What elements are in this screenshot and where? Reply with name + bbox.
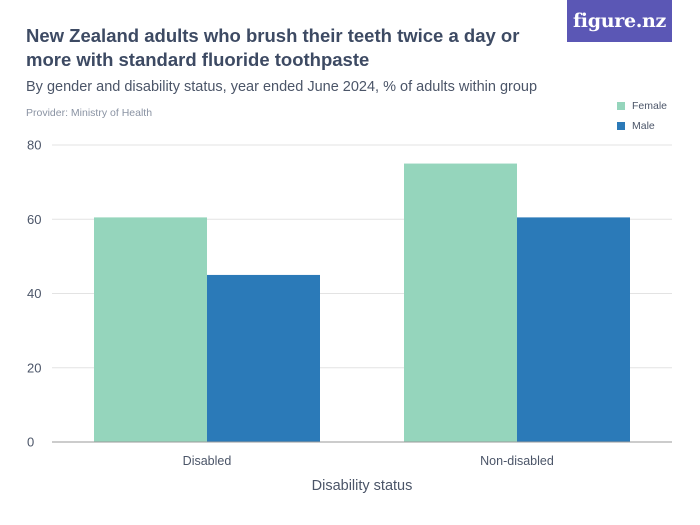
legend-item-female: Female: [617, 96, 667, 116]
x-category-label-0: Disabled: [183, 454, 232, 468]
y-tick-label-80: 80: [27, 138, 41, 153]
bar-female-non-disabled: [404, 163, 517, 442]
x-axis-categories: Disabled Non-disabled: [183, 454, 554, 468]
bar-male-disabled: [207, 274, 320, 442]
x-axis-title: Disability status: [312, 478, 413, 494]
legend-label-male: Male: [632, 120, 655, 132]
bar-male-non-disabled: [517, 217, 630, 442]
legend: Female Male: [617, 96, 667, 136]
legend-label-female: Female: [632, 100, 668, 112]
y-tick-label-60: 60: [27, 212, 41, 227]
data-provider: Provider: Ministry of Health: [26, 107, 153, 119]
figure-nz-logo[interactable]: figure.nz: [567, 0, 672, 42]
x-category-label-1: Non-disabled: [480, 454, 554, 468]
legend-item-male: Male: [617, 116, 667, 136]
y-axis-ticks: 0 20 40 60 80: [27, 138, 41, 450]
legend-swatch-male: [617, 122, 625, 130]
y-tick-label-0: 0: [27, 435, 34, 450]
y-tick-label-20: 20: [27, 360, 41, 375]
bars: [94, 163, 630, 442]
chart-subtitle: By gender and disability status, year en…: [26, 79, 538, 95]
y-tick-label-40: 40: [27, 286, 41, 301]
bar-female-disabled: [94, 217, 207, 442]
legend-swatch-female: [617, 102, 625, 110]
chart-title: New Zealand adults who brush their teeth…: [26, 25, 520, 70]
